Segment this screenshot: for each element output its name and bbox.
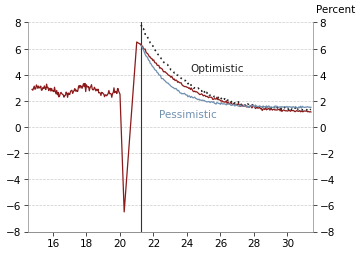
Text: Optimistic: Optimistic — [190, 64, 244, 74]
Text: Pessimistic: Pessimistic — [158, 109, 216, 119]
Text: Percent: Percent — [316, 5, 355, 15]
